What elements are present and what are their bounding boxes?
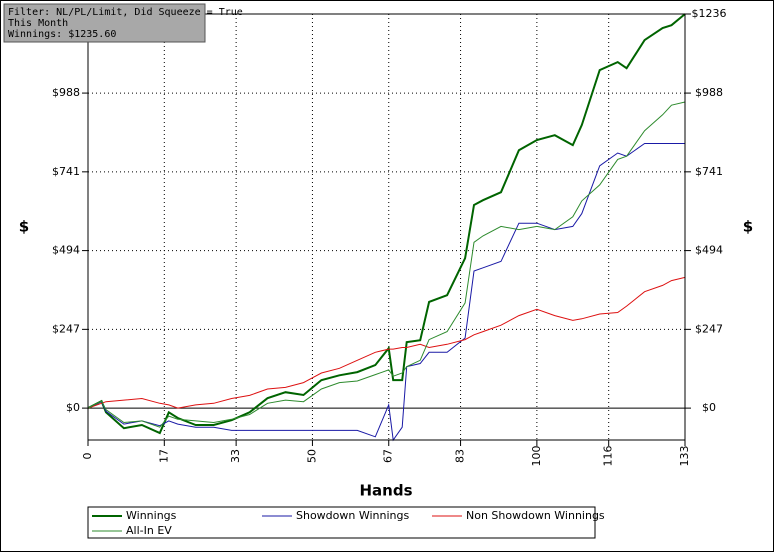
info-line: Filter: NL/PL/Limit, Did Squeeze = True: [8, 7, 243, 18]
legend-label: Winnings: [126, 509, 177, 522]
y2-tick-label: $988: [695, 86, 723, 99]
x-tick-label: 33: [229, 449, 242, 463]
legend: [87, 506, 596, 539]
y-tick-label: $494: [52, 244, 80, 257]
y2-tick-label: $741: [695, 165, 723, 178]
y-tick-label: $741: [52, 165, 80, 178]
y-axis-label: $: [19, 218, 29, 236]
x-tick-label: 100: [530, 446, 543, 467]
x-tick-label: 83: [454, 449, 467, 463]
x-tick-label: 116: [602, 446, 615, 467]
info-background: [3, 3, 206, 43]
plot-border: [87, 13, 686, 441]
x-tick-label: 17: [157, 449, 170, 463]
info-line: Winnings: $1235.60: [8, 29, 116, 40]
y2-tick-label: $1236: [692, 7, 727, 20]
legend-label: Showdown Winnings: [296, 509, 410, 522]
series-line: [87, 13, 686, 435]
x-tick-label: 0: [81, 453, 94, 460]
y2-tick-label: $494: [695, 244, 723, 257]
info-line: This Month: [8, 18, 68, 29]
info-box: Filter: NL/PL/Limit, Did Squeeze = True …: [3, 3, 243, 43]
lines: [87, 13, 686, 442]
y-tick-label: $0: [66, 401, 80, 414]
x-tick-label: 133: [678, 446, 691, 467]
y2-axis-label: $: [743, 218, 753, 236]
y-tick-label: $988: [52, 86, 80, 99]
y2-tick-label: $0: [702, 401, 716, 414]
legend-entries: Winnings Showdown Winnings Non Showdown Wi…: [92, 509, 605, 537]
y2-tick-label: $247: [695, 322, 723, 335]
legend-label: All-In EV: [126, 524, 172, 537]
x-axis-label: Hands: [359, 482, 412, 500]
x-tick-label: 67: [382, 449, 395, 463]
series-line: [87, 276, 686, 409]
y-tick-label: $247: [52, 322, 80, 335]
series-line: [87, 143, 685, 442]
x-tick-label: 50: [305, 449, 318, 463]
legend-label: Non Showdown Winnings: [466, 509, 605, 522]
series-line: [87, 101, 686, 428]
